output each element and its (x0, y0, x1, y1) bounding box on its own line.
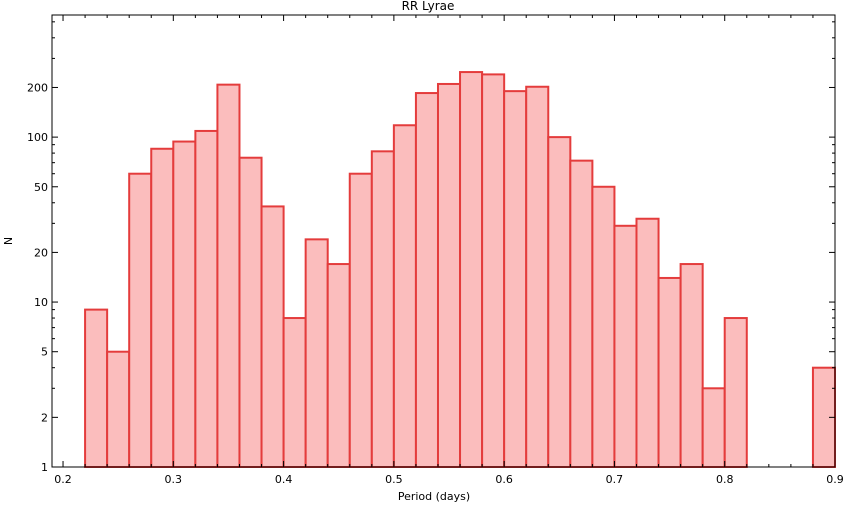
histogram-bar (84, 308, 109, 468)
histogram-bar (348, 172, 373, 469)
histogram-bar (392, 124, 417, 468)
histogram-bar (613, 224, 638, 468)
histogram-bar (106, 350, 131, 468)
x-tick-label: 0.8 (716, 473, 734, 486)
histogram-bar (282, 317, 307, 469)
y-tick-label: 2 (41, 411, 48, 424)
histogram-bar (723, 317, 748, 469)
x-axis-label: Period (days) (398, 490, 470, 503)
x-tick-label: 0.6 (495, 473, 513, 486)
x-tick-label: 0.9 (826, 473, 844, 486)
bars-layer (84, 71, 837, 469)
histogram-bar (503, 90, 528, 468)
x-tick-label: 0.3 (165, 473, 183, 486)
histogram-bar (414, 92, 439, 469)
histogram-bar (194, 129, 219, 468)
x-tick-label: 0.4 (275, 473, 293, 486)
x-tick-label: 0.2 (54, 473, 72, 486)
x-tick-label: 0.7 (606, 473, 624, 486)
ticks-layer: 0.2 0.3 0.4 0.5 0.6 0.7 0.8 0.9 1 2 5 10 20 50 100 200 (27, 15, 844, 486)
y-tick-label: 5 (41, 346, 48, 359)
y-axis-label: N (2, 237, 15, 245)
histogram-bar (701, 387, 726, 468)
y-tick-label: 200 (27, 81, 48, 94)
histogram-bar (459, 71, 484, 468)
histogram-bar (304, 238, 329, 468)
histogram-bar (547, 136, 572, 468)
y-tick-label: 50 (34, 181, 48, 194)
y-tick-label: 100 (27, 131, 48, 144)
y-tick-label: 1 (41, 461, 48, 474)
histogram-bar (525, 85, 550, 468)
histogram-bar (128, 172, 153, 469)
histogram-bar (150, 147, 175, 468)
chart-title: RR Lyrae (402, 0, 455, 13)
plot-frame (51, 14, 836, 468)
histogram-bar (569, 159, 594, 468)
histogram-bar (657, 276, 682, 468)
histogram-bar (635, 217, 660, 468)
x-tick-label: 0.5 (385, 473, 403, 486)
histogram-bar (216, 83, 241, 469)
histogram-bar (481, 73, 506, 469)
histogram-bar (370, 150, 395, 469)
y-tick-label: 20 (34, 246, 48, 259)
y-tick-label: 10 (34, 296, 48, 309)
histogram-bar (326, 263, 351, 468)
histogram-bar (260, 205, 285, 468)
histogram-bar (436, 82, 462, 468)
histogram-bar (172, 140, 197, 469)
histogram-bar (679, 263, 704, 468)
histogram-bar (591, 185, 616, 469)
histogram-bar (238, 156, 263, 468)
